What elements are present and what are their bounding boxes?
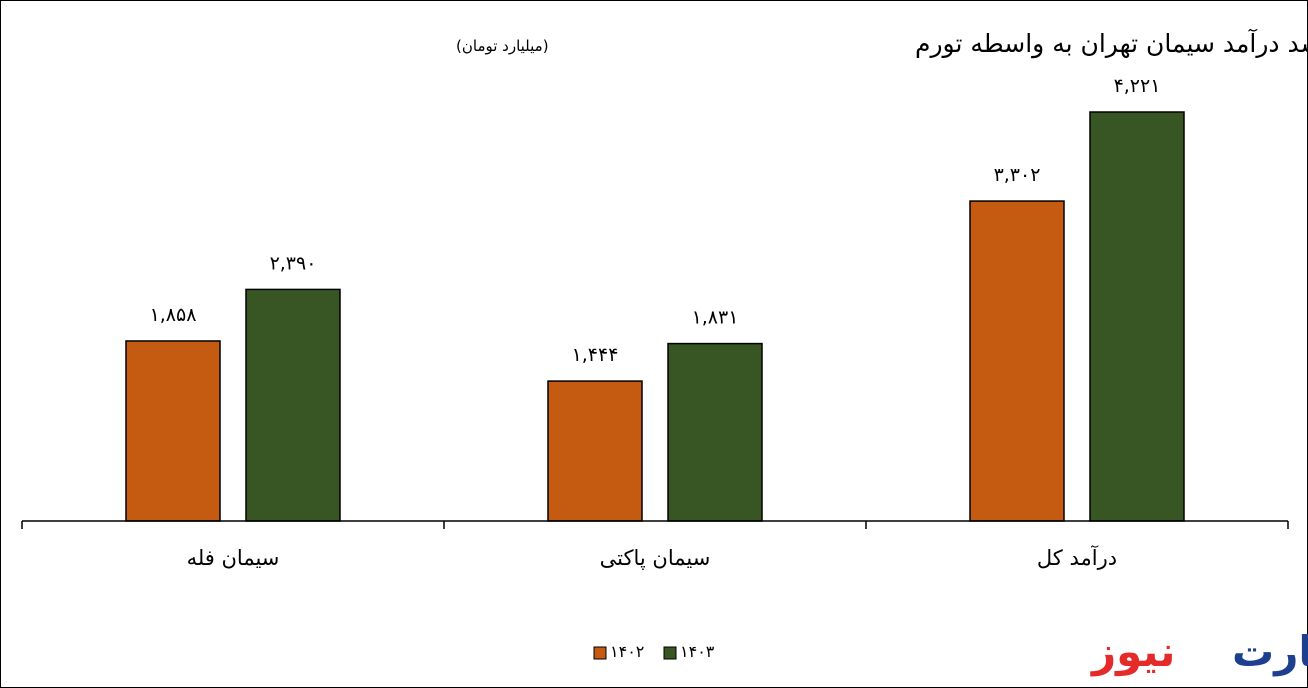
bars-group: ۱,۸۵۸ ۲,۳۹۰ ۱,۴۴۴ ۱,۸۳۱ ۳,۳۰۲ ۴,۲۲۱ <box>125 75 1185 522</box>
legend-label: ۱۴۰۲ <box>610 642 644 661</box>
data-label: ۱,۸۳۱ <box>692 307 739 329</box>
legend-swatch <box>593 646 607 660</box>
bar-series2-cat1 <box>245 288 341 522</box>
x-axis: سیمان فله سیمان پاکتی درآمد کل <box>21 520 1289 570</box>
legend: ۱۴۰۲ ۱۴۰۳ <box>593 642 715 661</box>
data-label: ۲,۳۹۰ <box>270 252 317 274</box>
category-label: سیمان فله <box>187 546 280 570</box>
brand-logo: نیوز تجارت <box>1090 627 1308 677</box>
logo-word-news: نیوز <box>1090 627 1175 677</box>
data-label: ۴,۲۲۱ <box>1114 75 1161 97</box>
bar-series1-cat3 <box>969 200 1065 522</box>
category-label: سیمان پاکتی <box>600 546 711 570</box>
bar-series2-cat3 <box>1089 111 1185 522</box>
bar-series1-cat2 <box>547 380 643 522</box>
bar-series2-cat2 <box>667 342 763 522</box>
data-label: ۳,۳۰۲ <box>994 164 1041 186</box>
bar-series1-cat1 <box>125 340 221 522</box>
logo-word-tejarat: تجارت <box>1232 627 1308 676</box>
category-label: درآمد کل <box>1037 545 1117 570</box>
data-label: ۱,۸۵۸ <box>150 304 197 326</box>
legend-swatch <box>663 646 677 660</box>
data-label: ۱,۴۴۴ <box>572 344 619 366</box>
chart-title: رشد درآمد سیمان تهران به واسطه تورم <box>915 28 1308 59</box>
chart-subtitle: (میلیارد تومان) <box>456 37 549 55</box>
legend-label: ۱۴۰۳ <box>680 642 715 661</box>
